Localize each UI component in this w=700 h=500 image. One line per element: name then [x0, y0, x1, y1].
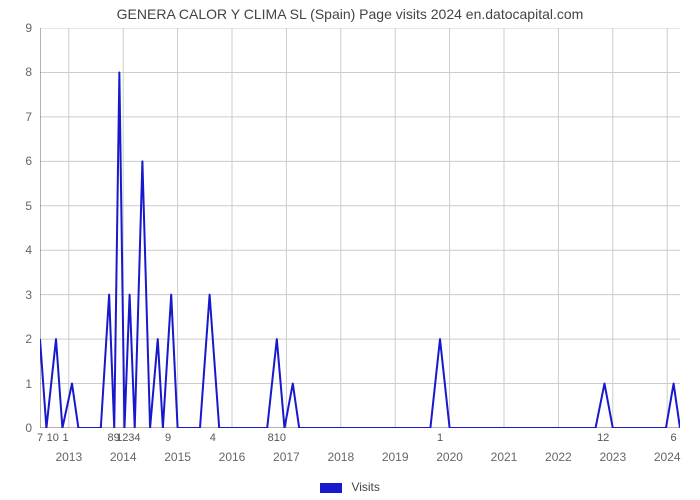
y-tick-label: 7: [0, 110, 32, 124]
x-year-label: 2016: [219, 450, 246, 464]
x-small-label: 810: [268, 432, 286, 444]
x-year-label: 2014: [110, 450, 137, 464]
x-small-label: 1234: [116, 432, 140, 444]
y-tick-label: 9: [0, 21, 32, 35]
x-small-label: 9: [165, 432, 171, 444]
plot-area: [40, 28, 680, 428]
x-year-label: 2015: [164, 450, 191, 464]
x-small-label: 4: [210, 432, 216, 444]
y-tick-label: 3: [0, 288, 32, 302]
legend-label: Visits: [351, 480, 379, 494]
x-year-label: 2023: [599, 450, 626, 464]
y-tick-label: 4: [0, 243, 32, 257]
y-tick-label: 2: [0, 332, 32, 346]
x-small-label: 1: [437, 432, 443, 444]
x-small-label: 6: [671, 432, 677, 444]
y-tick-label: 1: [0, 377, 32, 391]
x-year-label: 2018: [327, 450, 354, 464]
plot-svg: [40, 28, 680, 428]
y-tick-label: 8: [0, 65, 32, 79]
legend-swatch: [320, 483, 342, 493]
x-year-label: 2020: [436, 450, 463, 464]
x-year-label: 2022: [545, 450, 572, 464]
x-year-label: 2013: [55, 450, 82, 464]
visits-chart: GENERA CALOR Y CLIMA SL (Spain) Page vis…: [0, 0, 700, 500]
x-small-label: 10: [47, 432, 59, 444]
x-small-label: 12: [597, 432, 609, 444]
x-small-label: 1: [63, 432, 69, 444]
x-year-label: 2024: [654, 450, 681, 464]
chart-title: GENERA CALOR Y CLIMA SL (Spain) Page vis…: [0, 6, 700, 22]
y-tick-label: 5: [0, 199, 32, 213]
x-year-label: 2017: [273, 450, 300, 464]
x-year-label: 2019: [382, 450, 409, 464]
y-tick-label: 0: [0, 421, 32, 435]
x-small-label: 7: [37, 432, 43, 444]
legend: Visits: [0, 480, 700, 494]
y-tick-label: 6: [0, 154, 32, 168]
x-year-label: 2021: [491, 450, 518, 464]
